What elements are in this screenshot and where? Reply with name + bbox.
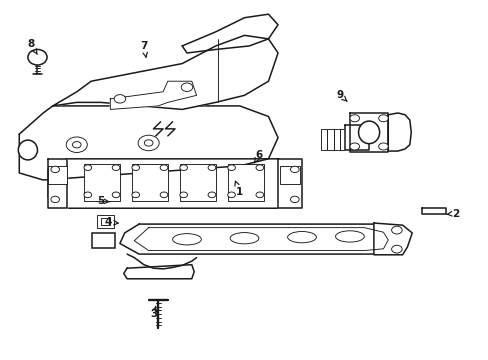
Polygon shape [48, 159, 67, 208]
Ellipse shape [378, 115, 387, 122]
Polygon shape [123, 265, 194, 279]
Ellipse shape [290, 166, 299, 172]
Ellipse shape [378, 143, 387, 150]
Ellipse shape [335, 231, 364, 242]
Bar [132, 164, 167, 201]
Ellipse shape [144, 140, 153, 146]
Ellipse shape [256, 192, 263, 198]
Ellipse shape [227, 165, 235, 171]
Polygon shape [387, 113, 410, 151]
Polygon shape [53, 35, 278, 109]
Text: 8: 8 [27, 39, 37, 54]
Ellipse shape [132, 192, 139, 198]
Ellipse shape [208, 192, 215, 198]
Ellipse shape [160, 165, 167, 171]
Polygon shape [421, 208, 445, 214]
Ellipse shape [287, 231, 316, 243]
Ellipse shape [230, 233, 258, 244]
Text: 3: 3 [149, 306, 157, 319]
Ellipse shape [349, 115, 359, 122]
Bar [321, 129, 327, 150]
Bar [48, 166, 67, 184]
Ellipse shape [72, 141, 81, 148]
Ellipse shape [358, 121, 379, 144]
Bar [327, 129, 333, 150]
Polygon shape [182, 14, 278, 53]
Ellipse shape [227, 192, 235, 198]
Ellipse shape [51, 166, 60, 172]
Ellipse shape [84, 165, 91, 171]
Polygon shape [134, 228, 387, 251]
Polygon shape [19, 106, 278, 180]
Text: 5: 5 [97, 196, 110, 206]
Bar [333, 129, 339, 150]
Bar [97, 215, 114, 228]
Polygon shape [278, 159, 302, 208]
Ellipse shape [112, 165, 120, 171]
Ellipse shape [290, 196, 299, 203]
Ellipse shape [66, 137, 87, 153]
Polygon shape [373, 223, 411, 255]
Bar [339, 129, 346, 150]
Ellipse shape [391, 245, 401, 253]
Ellipse shape [114, 95, 125, 103]
Polygon shape [349, 113, 387, 152]
Text: 9: 9 [336, 90, 346, 101]
Ellipse shape [256, 165, 263, 171]
Polygon shape [120, 224, 402, 254]
Ellipse shape [51, 196, 60, 203]
Bar [92, 233, 115, 248]
Ellipse shape [28, 49, 47, 65]
Polygon shape [345, 125, 368, 150]
Bar [280, 166, 299, 184]
Ellipse shape [132, 165, 139, 171]
Ellipse shape [138, 135, 159, 151]
Ellipse shape [112, 192, 120, 198]
Ellipse shape [391, 226, 401, 234]
Text: 7: 7 [140, 41, 147, 57]
Bar [84, 164, 120, 201]
Ellipse shape [349, 143, 359, 150]
Bar [101, 218, 110, 225]
Ellipse shape [180, 192, 187, 198]
Ellipse shape [172, 234, 201, 245]
Polygon shape [110, 81, 196, 109]
Text: 1: 1 [234, 181, 243, 197]
Bar [180, 164, 215, 201]
Ellipse shape [84, 192, 91, 198]
Polygon shape [48, 159, 302, 208]
Ellipse shape [181, 83, 192, 91]
Ellipse shape [208, 165, 215, 171]
Ellipse shape [18, 140, 38, 160]
Ellipse shape [160, 192, 167, 198]
Text: 2: 2 [445, 208, 458, 219]
Bar [227, 164, 263, 201]
Text: 6: 6 [254, 150, 262, 163]
Ellipse shape [180, 165, 187, 171]
Text: 4: 4 [104, 217, 118, 227]
